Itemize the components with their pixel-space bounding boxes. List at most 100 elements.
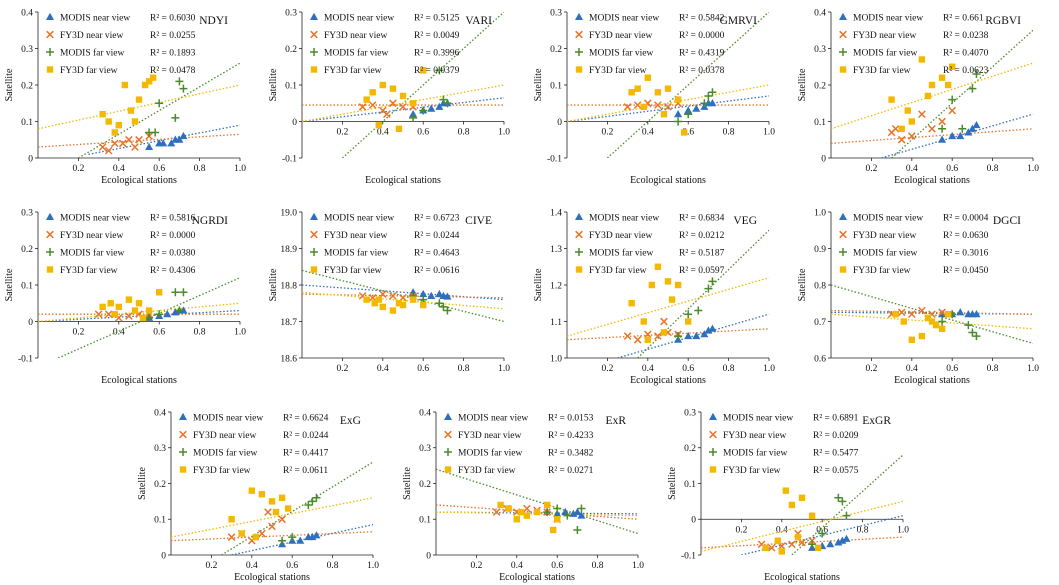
point-modis-near [443, 292, 452, 300]
series-modis-far [674, 277, 717, 341]
legend-marker-fy3d-near [179, 430, 187, 439]
point-fy3d-far [888, 96, 895, 103]
x-tick-label: 0.6 [153, 328, 165, 338]
chart-panel-exg: 0 0.1 0.2 0.3 0.4 0.2 0.4 0.6 0.8 1.0 Satellite Eco… [137, 408, 379, 583]
point-fy3d-near [633, 335, 642, 344]
point-modis-far [808, 540, 817, 549]
point-fy3d-far [904, 107, 911, 114]
trendline-modis-near [436, 511, 638, 515]
point-fy3d-far [111, 311, 118, 318]
y-tick-label: 0.3 [419, 444, 431, 454]
point-fy3d-far [278, 494, 286, 501]
y-tick-label: 0.3 [21, 208, 33, 218]
point-fy3d-near [389, 99, 397, 108]
point-fy3d-near [907, 310, 916, 319]
x-tick-label: 1.0 [1027, 364, 1039, 374]
x-tick-label: 1.0 [763, 128, 775, 138]
chart-panel-dgci: 0.6 0.7 0.8 0.9 1.0 0.2 0.4 0.6 0.8 1.0 Satellite E… [797, 208, 1039, 386]
x-tick-label: 0.8 [592, 561, 604, 571]
r2-label-fy3d-near: R² = 0.0049 [414, 31, 460, 41]
point-fy3d-far [145, 78, 153, 85]
point-fy3d-far [644, 74, 651, 81]
point-fy3d-far [395, 125, 403, 132]
r2-label-fy3d-far: R² = 0.0478 [150, 66, 196, 76]
point-fy3d-far [668, 296, 676, 303]
point-fy3d-near [623, 332, 632, 340]
point-fy3d-far [131, 118, 139, 125]
point-modis-near [312, 531, 321, 539]
point-fy3d-far [762, 544, 769, 552]
legend-marker-modis-far [575, 48, 583, 56]
point-modis-near [427, 104, 436, 112]
point-modis-far [948, 95, 957, 104]
y-tick-label: 0 [426, 551, 431, 561]
point-fy3d-near [623, 103, 632, 111]
y-tick-label: 0 [691, 516, 696, 526]
chart-panel-exr: 0 0.1 0.2 0.3 0.4 0.2 0.4 0.6 0.8 1.0 Satellite Eco… [402, 408, 644, 583]
trendline-modis-far [302, 269, 504, 323]
point-fy3d-far [272, 508, 280, 516]
point-modis-far [563, 511, 572, 520]
legend-marker-fy3d-far [310, 266, 318, 273]
point-fy3d-far [139, 314, 147, 322]
r2-label-modis-far: R² = 0.4319 [679, 49, 725, 59]
series-fy3d-near [358, 99, 417, 119]
legend-marker-modis-far [46, 48, 54, 56]
legend-marker-modis-far [839, 248, 847, 256]
point-fy3d-far [523, 512, 531, 519]
y-axis-label: Satellite [402, 467, 413, 500]
point-modis-near [692, 104, 701, 112]
point-fy3d-near [654, 332, 662, 340]
legend-marker-modis-far [310, 48, 318, 56]
point-fy3d-far [924, 92, 932, 100]
series-modis-near [808, 534, 851, 551]
y-tick-label: 0.3 [154, 444, 166, 454]
point-fy3d-far [778, 548, 785, 555]
y-tick-label: 0.2 [814, 81, 826, 91]
point-fy3d-far [533, 508, 541, 516]
point-fy3d-far [924, 314, 932, 322]
legend-marker-fy3d-far [310, 66, 318, 73]
x-tick-label: 0.6 [417, 364, 429, 374]
legend-marker-fy3d-far [575, 266, 583, 273]
y-axis-label: Satellite [137, 467, 148, 500]
point-modis-far [938, 317, 947, 326]
y-tick-label: 19.0 [280, 208, 297, 218]
point-modis-near [145, 142, 154, 151]
point-modis-far [443, 99, 452, 108]
point-fy3d-near [523, 504, 531, 513]
x-tick-label: 0.6 [153, 164, 165, 174]
legend-marker-fy3d-near [709, 430, 717, 439]
series-fy3d-far [99, 289, 163, 322]
point-modis-far [439, 95, 448, 104]
y-tick-label: 0.1 [21, 281, 33, 291]
chart-title: ExG [340, 415, 361, 427]
point-fy3d-near [264, 508, 272, 516]
point-modis-far [435, 299, 444, 308]
point-fy3d-far [918, 332, 926, 340]
point-fy3d-far [932, 321, 940, 329]
legend-label-fy3d-far: FY3D far view [589, 265, 647, 276]
chart-title: VEG [733, 215, 757, 227]
legend-marker-fy3d-near [46, 30, 54, 39]
series-modis-far [145, 288, 188, 322]
point-fy3d-near [389, 292, 397, 300]
point-fy3d-near [119, 139, 127, 148]
x-tick-label: 0.4 [113, 164, 125, 174]
point-modis-near [704, 326, 713, 334]
y-tick-label: 0.4 [154, 408, 166, 418]
trendline-fy3d-near [701, 536, 903, 549]
point-fy3d-far [258, 491, 266, 498]
legend-marker-modis-near [709, 412, 717, 420]
legend-marker-fy3d-far [839, 266, 847, 273]
point-fy3d-far [107, 300, 114, 307]
x-tick-label: 0.8 [723, 128, 735, 138]
point-modis-near [573, 507, 582, 516]
point-fy3d-near [891, 124, 900, 133]
trendline-modis-near [302, 97, 504, 123]
y-tick-label: 1.2 [550, 281, 562, 291]
x-tick-label: 0.6 [682, 128, 694, 138]
legend-marker-modis-far [179, 448, 187, 456]
point-fy3d-far [648, 281, 656, 289]
point-fy3d-far [798, 494, 806, 501]
